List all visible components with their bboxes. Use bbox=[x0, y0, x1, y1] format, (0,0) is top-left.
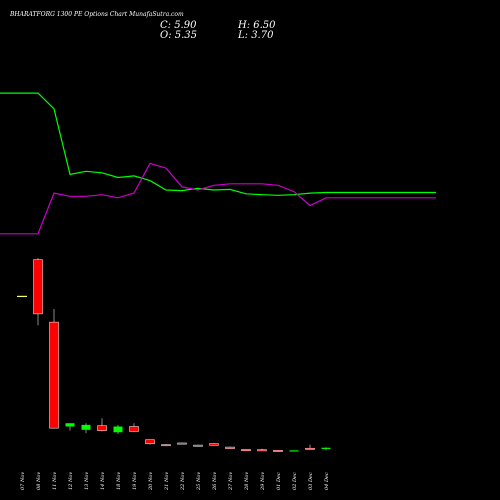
candle-02-dec bbox=[289, 450, 299, 452]
candle-body bbox=[65, 423, 75, 427]
candle-18-nov bbox=[113, 424, 123, 434]
candle-19-nov bbox=[129, 423, 139, 433]
candle-body bbox=[305, 447, 315, 450]
close-label: C: 5.90 bbox=[160, 20, 197, 31]
x-tick-label: 02 Dec bbox=[292, 472, 298, 490]
x-tick-label: 21 Nov bbox=[164, 472, 170, 491]
x-tick-label: 13 Nov bbox=[84, 472, 90, 490]
candle-body bbox=[113, 426, 123, 433]
candle-body bbox=[81, 424, 91, 430]
x-tick-label: 18 Nov bbox=[116, 472, 122, 490]
candle-28-nov bbox=[241, 449, 251, 451]
candle-body bbox=[17, 295, 27, 298]
candle-body bbox=[129, 426, 139, 432]
candle-27-nov bbox=[225, 446, 235, 449]
candle-03-dec bbox=[305, 444, 315, 450]
x-tick-label: 03 Dec bbox=[308, 472, 314, 490]
candle-body bbox=[193, 444, 203, 447]
candle-11-nov bbox=[49, 308, 59, 429]
candle-01-dec bbox=[273, 450, 283, 452]
chart-title: BHARATFORG 1300 PE Options Chart MunafaS… bbox=[9, 11, 184, 18]
x-tick-label: 22 Nov bbox=[180, 472, 186, 491]
high-label: H: 6.50 bbox=[237, 20, 276, 31]
candle-04-dec bbox=[321, 447, 331, 451]
x-tick-label: 28 Nov bbox=[244, 472, 250, 491]
candle-body bbox=[289, 450, 299, 452]
candle-14-nov bbox=[97, 418, 107, 432]
x-tick-label: 19 Nov bbox=[132, 472, 138, 490]
candle-21-nov bbox=[161, 444, 171, 447]
candles bbox=[17, 258, 331, 452]
candle-25-nov bbox=[193, 444, 203, 447]
x-tick-label: 14 Nov bbox=[100, 472, 106, 490]
x-tick-label: 27 Nov bbox=[228, 472, 234, 491]
open-label: O: 5.35 bbox=[160, 30, 197, 41]
candle-body bbox=[33, 259, 43, 315]
x-tick-label: 01 Dec bbox=[276, 472, 282, 490]
overlay-line-2 bbox=[0, 162, 436, 235]
overlay-lines bbox=[0, 92, 436, 235]
candle-body bbox=[161, 444, 171, 447]
candle-body bbox=[97, 425, 107, 431]
x-axis-ticks: 07 Nov 08 Nov 11 Nov 12 Nov 13 Nov 14 Nov 18 N… bbox=[20, 472, 330, 491]
candle-29-nov bbox=[257, 448, 267, 452]
x-tick-label: 12 Nov bbox=[68, 472, 74, 490]
candle-22-nov bbox=[177, 442, 187, 445]
candle-26-nov bbox=[209, 443, 219, 446]
candle-body bbox=[321, 447, 331, 449]
candle-body bbox=[145, 439, 155, 445]
x-tick-label: 20 Nov bbox=[148, 472, 154, 491]
candle-body bbox=[241, 449, 251, 451]
x-tick-label: 08 Nov bbox=[36, 472, 42, 490]
candle-07-nov bbox=[17, 295, 27, 298]
candle-20-nov bbox=[145, 439, 155, 445]
candle-12-nov bbox=[65, 423, 75, 431]
x-tick-label: 26 Nov bbox=[212, 472, 218, 491]
candle-body bbox=[257, 449, 267, 452]
x-tick-label: 29 Nov bbox=[260, 472, 266, 491]
candle-08-nov bbox=[33, 258, 43, 326]
candle-13-nov bbox=[81, 423, 91, 434]
x-tick-label: 07 Nov bbox=[20, 472, 26, 490]
overlay-line-1 bbox=[0, 92, 436, 196]
candle-body bbox=[273, 450, 283, 452]
x-tick-label: 25 Nov bbox=[196, 472, 202, 491]
candle-body bbox=[209, 443, 219, 446]
candle-body bbox=[177, 442, 187, 445]
candle-body bbox=[225, 446, 235, 449]
low-label: L: 3.70 bbox=[237, 30, 274, 41]
candle-body bbox=[49, 321, 59, 429]
x-tick-label: 11 Nov bbox=[52, 472, 58, 490]
x-tick-label: 04 Dec bbox=[324, 472, 330, 490]
